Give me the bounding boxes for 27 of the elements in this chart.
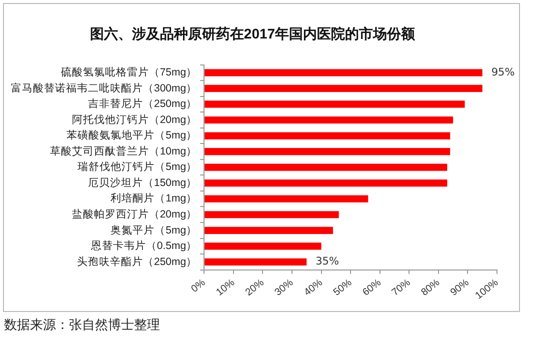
data-label: 95%	[491, 66, 515, 78]
y-tick-label: 利培酮片（1mg）	[110, 192, 198, 205]
x-tick-label: 90%	[448, 277, 472, 298]
x-tick-label: 50%	[332, 277, 354, 298]
y-tick-label: 盐酸帕罗西汀片（20mg）	[72, 208, 198, 221]
x-tick-label: 10%	[214, 277, 238, 298]
source-note: 数据来源：张自然博士整理	[4, 317, 160, 334]
y-tick-label: 吉非替尼片（250mg）	[88, 97, 198, 110]
y-tick-label: 苯磺酸氨氯地平片（5mg）	[66, 128, 198, 142]
y-tick-label: 草酸艾司西酞普兰片（10mg）	[50, 144, 198, 158]
y-tick-label: 富马酸替诺福韦二吡呋酯片（300mg）	[10, 81, 198, 94]
x-tick-label: 60%	[360, 277, 384, 298]
x-tick-label: 30%	[272, 277, 296, 298]
x-tick-label: 80%	[419, 277, 442, 298]
y-tick-label: 奥氮平片（5mg）	[110, 223, 198, 236]
y-tick-label: 硫酸氢氯吡格雷片（75mg）	[60, 66, 198, 79]
y-tick-label: 头孢呋辛酯片（250mg）	[76, 254, 198, 268]
y-tick-label: 厄贝沙坦片（150mg）	[88, 176, 198, 189]
x-tick-label: 70%	[390, 277, 413, 298]
y-tick-label: 阿托伐他汀钙片（20mg）	[72, 112, 198, 126]
x-tick-label: 20%	[244, 277, 266, 298]
data-label: 35%	[316, 256, 339, 268]
chart-title: 图六、涉及品种原研药在2017年国内医院的市场份额	[90, 25, 416, 42]
y-tick-label: 瑞舒伐他汀钙片（5mg）	[78, 160, 198, 174]
x-tick-label: 40%	[302, 277, 325, 298]
y-tick-label: 恩替卡韦片（0.5mg）	[90, 239, 198, 252]
x-tick-label: 0%	[189, 277, 208, 295]
